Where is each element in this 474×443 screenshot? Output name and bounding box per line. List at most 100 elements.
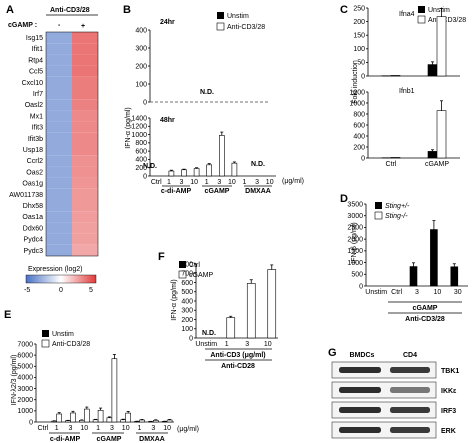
panel-d-legend-ko: Sting-/- [385,213,408,220]
panel-d-legend-swatch-ko [374,211,383,220]
blot-label: IKKε [441,388,457,395]
x-tick-label: 3 [217,179,221,186]
panel-e-letter: E [4,309,11,321]
x-tick-label: 3 [245,341,249,348]
panel-e-legend-cd3: Anti-CD3/28 [52,341,90,348]
panel-a-cgamp-label: cGAMP : [8,22,37,29]
y-tick-label: 100 [181,326,193,333]
heatmap-cell [72,132,98,144]
blot-label: ERK [441,428,456,435]
bar [436,16,447,77]
bar [168,170,175,177]
panel-b-nd-right: N.D. [251,161,265,168]
heatmap-cell [72,188,98,200]
gene-label: Oas2 [26,169,43,176]
y-tick-label: 1200 [349,89,365,96]
y-tick-label: 300 [181,308,193,315]
heatmap-cell [46,32,72,44]
heatmap-cell [72,54,98,66]
bar [139,419,145,423]
gene-label: Ccl5 [29,69,43,76]
heatmap-cell [46,200,72,212]
bar [153,420,159,423]
panel-c-top-title: Ifna4 [399,11,415,18]
bar [450,266,459,287]
panel-d-legend-swatch-het [375,202,382,209]
heatmap-cell [72,233,98,245]
blot-band-cd4 [390,427,430,433]
panel-a-letter: A [6,4,14,16]
gene-label: Ddx60 [23,225,43,232]
y-tick-label: 0 [143,173,147,180]
bar [390,75,401,77]
y-tick-label: 200 [353,144,365,151]
panel-c-legend-cd3: Anti-CD3/28 [428,17,466,24]
x-tick-label: 3 [180,179,184,186]
heatmap-cell [72,65,98,77]
x-tick-label: 30 [454,289,462,296]
bar [390,157,401,159]
panel-g-col-cd4: CD4 [403,352,417,359]
gene-label: Oas1g [22,181,43,188]
blot-frame [331,401,437,419]
panel-e-legend-swatch-unstim [42,330,49,337]
panel-e-legend-swatch-cd3 [41,339,50,348]
panel-b-top-label: 24hr [160,19,175,26]
gene-label: Ifit3 [32,125,43,132]
x-tick-label: 3 [255,179,259,186]
panel-f-legend-cgamp: cGAMP [189,272,213,279]
bar [231,162,238,177]
gene-label: Isg15 [26,35,43,42]
y-tick-label: 3500 [347,201,363,208]
heatmap-cell [72,155,98,167]
blot-label: TBK1 [441,368,459,375]
panel-c-bottom-title: Ifnb1 [399,88,415,95]
heatmap-cell [46,88,72,100]
y-tick-label: 6000 [17,352,33,359]
bar [267,269,277,339]
heatmap-cell [72,144,98,156]
expression-legend-bar [25,274,97,284]
gene-labels: Isg15 Ifit1 Rtp4 Ccl5 Cxcl10 Irf7 Oasl2 Mx1 Ifit… [9,35,43,255]
heatmap-cell [72,222,98,234]
panel-e-group-cdiamp: c-di-AMP [50,436,81,443]
heatmap-cell [46,244,72,256]
expression-legend-min: -5 [24,287,30,294]
panel-e-group-dmxaa: DMXAA [139,436,165,443]
x-tick-label: Ctrl [391,289,402,296]
y-tick-label: 0 [361,73,365,80]
y-tick-label: 250 [353,5,365,12]
bar [125,412,131,423]
gene-label: Oasl2 [25,102,43,109]
expression-legend-max: 5 [89,287,93,294]
gene-label: Rtp4 [28,57,43,64]
bar [92,419,99,423]
x-tick-label: 10 [122,425,130,432]
panel-d-group2: Anti-CD3/28 [405,316,445,323]
heatmap-cell [46,65,72,77]
bar [226,317,236,339]
heatmap-cell [46,110,72,122]
y-tick-label: 2500 [347,225,363,232]
bar [181,169,187,177]
panel-a-header: Anti-CD3/28 [50,7,90,14]
panel-c-bottom: 0 200 400 600 800 1000 1200 Ctrl cGAMP [349,89,460,168]
panel-c-ylabel: Fold induction [352,60,359,104]
y-tick-label: 2000 [17,397,33,404]
x-tick-label: Ctrl [386,161,397,168]
blot-band-bmdc [339,407,381,413]
gene-label: Cxcl10 [22,80,44,87]
panel-f-nd: N.D. [202,330,216,337]
panel-c-legend-swatch-cd3 [417,15,426,24]
gene-label: AW011738 [9,192,43,199]
panel-b-ylabel: IFN-α (pg/ml) [125,107,132,148]
heatmap-cell [46,144,72,156]
heatmap-cell [46,211,72,223]
panel-d-group1: cGAMP [413,305,438,312]
heatmap-cell [72,200,98,212]
panel-b-group-cgamp: cGAMP [205,188,230,195]
bar [206,164,212,177]
heatmap-cell [46,132,72,144]
x-tick-label: 3 [69,425,73,432]
